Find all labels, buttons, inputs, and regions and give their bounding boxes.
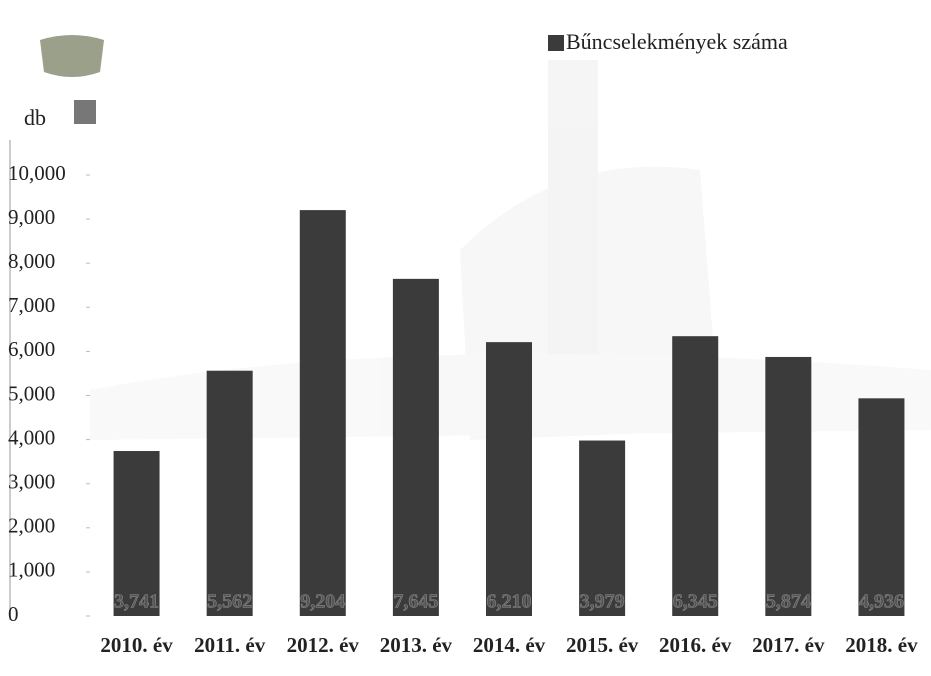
bar	[765, 357, 811, 616]
value-label: 5,874	[766, 591, 811, 613]
value-label: 3,979	[580, 591, 625, 613]
y-tick-label: 2,000	[8, 514, 55, 538]
x-tick-label: 2013. év	[380, 633, 453, 657]
legend-swatch	[548, 35, 564, 51]
y-tick-label: 3,000	[8, 470, 55, 494]
bar	[207, 371, 253, 616]
x-tick-label: 2010. év	[100, 633, 173, 657]
y-tick-label: 5,000	[8, 381, 55, 405]
x-tick-label: 2018. év	[845, 633, 918, 657]
bar	[672, 336, 718, 616]
legend-label: Bűncselekmények száma	[566, 29, 788, 54]
chart: db Bűncselekmények száma 0 1,000 2,000 3,00…	[0, 0, 931, 676]
value-label: 6,210	[487, 591, 532, 613]
bar	[393, 279, 439, 616]
value-label: 4,936	[859, 591, 904, 613]
value-label: 3,741	[114, 591, 159, 613]
y-tick-label: 7,000	[8, 293, 55, 317]
y-tick-label: 10,000	[8, 161, 66, 185]
value-label: 5,562	[207, 591, 252, 613]
bar	[858, 398, 904, 616]
y-tick-label: 6,000	[8, 337, 55, 361]
x-tick-label: 2014. év	[473, 633, 546, 657]
x-tick-label: 2011. év	[194, 633, 266, 657]
y-tick-label: 1,000	[8, 558, 55, 582]
value-label: 9,204	[300, 591, 345, 613]
x-tick-label: 2016. év	[659, 633, 732, 657]
bar	[486, 342, 532, 616]
x-tick-label: 2015. év	[566, 633, 639, 657]
bar	[300, 210, 346, 616]
y-axis-label: db	[24, 105, 46, 130]
y-tick-label: 8,000	[8, 249, 55, 273]
x-tick-label: 2012. év	[287, 633, 360, 657]
y-tick-label: 9,000	[8, 205, 55, 229]
value-label: 6,345	[673, 591, 718, 613]
y-tick-label: 0	[8, 602, 19, 626]
y-tick-label: 4,000	[8, 425, 55, 449]
value-label: 7,645	[393, 591, 438, 613]
x-tick-label: 2017. év	[752, 633, 825, 657]
